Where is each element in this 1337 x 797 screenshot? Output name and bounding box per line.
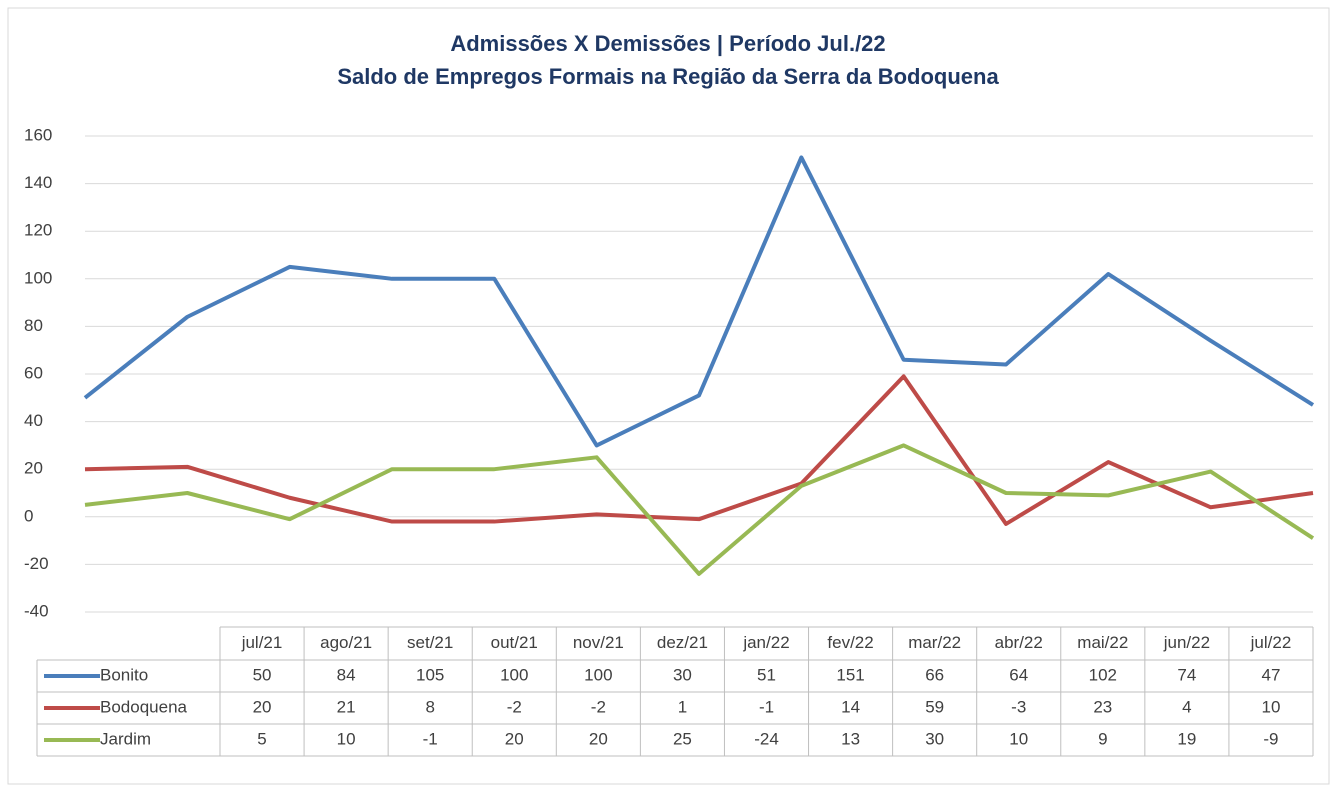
table-value: 10 <box>1009 729 1028 748</box>
table-value: 25 <box>673 729 692 748</box>
table-value: 151 <box>836 665 864 684</box>
table-value: 21 <box>337 697 356 716</box>
table-value: 64 <box>1009 665 1028 684</box>
table-value: 13 <box>841 729 860 748</box>
x-tick-label: mar/22 <box>908 633 961 652</box>
table-value: 84 <box>337 665 356 684</box>
table-value: 51 <box>757 665 776 684</box>
y-tick-label: 60 <box>24 363 43 382</box>
series-line <box>84 443 1315 576</box>
x-tick-label: out/21 <box>491 633 538 652</box>
chart-title: Admissões X Demissões | Período Jul./22 <box>450 31 885 56</box>
table-value: -9 <box>1263 729 1278 748</box>
table-value: 30 <box>673 665 692 684</box>
table-value: 5 <box>257 729 266 748</box>
table-value: -1 <box>759 697 774 716</box>
x-tick-label: abr/22 <box>995 633 1043 652</box>
table-value: 100 <box>500 665 528 684</box>
table-value: 66 <box>925 665 944 684</box>
table-value: 14 <box>841 697 860 716</box>
table-value: 10 <box>1262 697 1281 716</box>
table-value: 20 <box>589 729 608 748</box>
x-tick-label: mai/22 <box>1077 633 1128 652</box>
x-tick-label: dez/21 <box>657 633 708 652</box>
legend-label: Bonito <box>100 665 148 684</box>
table-value: 23 <box>1093 697 1112 716</box>
y-tick-label: 0 <box>24 506 33 525</box>
series-line <box>83 155 1315 448</box>
table-value: 30 <box>925 729 944 748</box>
table-value: 74 <box>1177 665 1196 684</box>
table-value: 47 <box>1262 665 1281 684</box>
table-value: 100 <box>584 665 612 684</box>
table-value: 4 <box>1182 697 1191 716</box>
y-tick-label: 120 <box>24 221 52 240</box>
y-tick-label: 40 <box>24 411 43 430</box>
chart-subtitle: Saldo de Empregos Formais na Região da S… <box>337 64 999 89</box>
x-tick-label: jul/21 <box>241 633 283 652</box>
table-value: 105 <box>416 665 444 684</box>
table-value: -24 <box>754 729 779 748</box>
x-tick-label: nov/21 <box>573 633 624 652</box>
table-value: -2 <box>591 697 606 716</box>
x-tick-label: jul/22 <box>1250 633 1292 652</box>
y-tick-label: 100 <box>24 268 52 287</box>
y-tick-label: -40 <box>24 601 49 620</box>
table-value: 20 <box>505 729 524 748</box>
chart-border <box>7 7 1330 785</box>
table-value: 102 <box>1089 665 1117 684</box>
table-value: 59 <box>925 697 944 716</box>
legend-label: Bodoquena <box>100 697 188 716</box>
table-value: 10 <box>337 729 356 748</box>
legend-label: Jardim <box>100 729 151 748</box>
y-tick-label: 160 <box>24 125 52 144</box>
table-value: 8 <box>425 697 434 716</box>
x-tick-label: jun/22 <box>1163 633 1210 652</box>
table-value: 9 <box>1098 729 1107 748</box>
y-tick-label: 80 <box>24 316 43 335</box>
table-value: 19 <box>1177 729 1196 748</box>
table-value: 20 <box>253 697 272 716</box>
y-tick-label: 20 <box>24 459 43 478</box>
x-tick-label: set/21 <box>407 633 453 652</box>
y-tick-label: 140 <box>24 173 52 192</box>
y-tick-label: -20 <box>24 554 49 573</box>
x-tick-label: jan/22 <box>742 633 789 652</box>
table-value: -1 <box>423 729 438 748</box>
table-value: -2 <box>507 697 522 716</box>
table-value: 1 <box>678 697 687 716</box>
table-value: -3 <box>1011 697 1026 716</box>
table-value: 50 <box>253 665 272 684</box>
series-line <box>84 374 1314 526</box>
x-tick-label: ago/21 <box>320 633 372 652</box>
x-tick-label: fev/22 <box>827 633 873 652</box>
